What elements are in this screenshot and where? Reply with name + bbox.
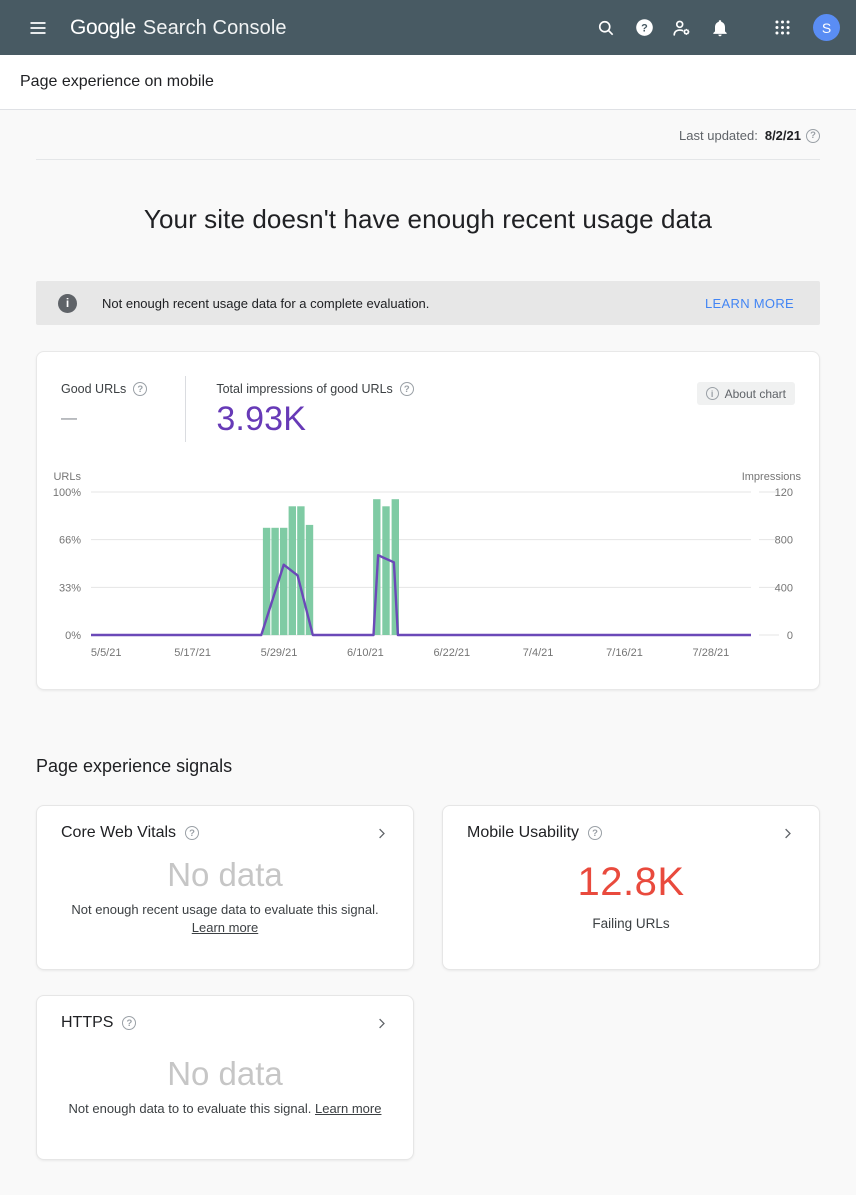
hamburger-icon <box>28 18 48 38</box>
notice-banner: i Not enough recent usage data for a com… <box>36 281 820 325</box>
experience-chart: 100% 120 66% 800 33% 400 0% 0 URLs Impressions 5/5… <box>53 471 802 659</box>
card-description: Failing URLs <box>592 916 670 931</box>
logo-google: Google <box>70 15 136 39</box>
last-updated-value: 8/2/21 <box>764 128 801 143</box>
chevron-right-icon <box>374 826 389 841</box>
bell-icon <box>710 18 730 38</box>
avatar-letter: S <box>821 19 832 36</box>
svg-text:5/29/21: 5/29/21 <box>261 647 298 659</box>
svg-text:URLs: URLs <box>53 471 81 483</box>
manage-users-button[interactable] <box>663 8 701 48</box>
good-urls-stat: Good URLs ? — <box>61 374 148 428</box>
impressions-stat: Total impressions of good URLs ? 3.93K <box>216 374 414 439</box>
page-title: Your site doesn't have enough recent usa… <box>143 204 713 234</box>
card-value: No data <box>167 856 283 893</box>
card-title: Core Web Vitals <box>61 824 177 841</box>
notifications-button[interactable] <box>701 8 739 48</box>
svg-text:?: ? <box>641 22 648 34</box>
account-avatar[interactable]: S <box>813 14 840 41</box>
app-bar: Google Search Console ? <box>0 0 856 55</box>
card-title: HTTPS <box>61 1014 114 1031</box>
good-urls-value: — <box>61 410 77 427</box>
svg-text:120: 120 <box>775 487 793 499</box>
svg-text:66%: 66% <box>59 535 81 547</box>
good-urls-help-icon[interactable]: ? <box>133 382 148 396</box>
apps-button[interactable] <box>763 8 801 48</box>
svg-text:400: 400 <box>775 582 793 594</box>
breadcrumb: Page experience on mobile <box>20 73 214 90</box>
learn-more-link[interactable]: Learn more <box>191 920 259 935</box>
chart-header: Good URLs ? — Total impressions of good … <box>37 374 819 442</box>
svg-text:7/16/21: 7/16/21 <box>606 647 643 659</box>
chart-area: 100% 120 66% 800 33% 400 0% 0 URLs Impressions 5/5… <box>37 460 819 675</box>
info-icon: i <box>58 293 77 313</box>
impressions-label: Total impressions of good URLs <box>216 382 393 396</box>
svg-text:6/10/21: 6/10/21 <box>347 647 384 659</box>
learn-more-button[interactable]: LEARN MORE <box>705 295 794 311</box>
card-description: Not enough data to to evaluate this sign… <box>68 1101 382 1116</box>
svg-text:6/22/21: 6/22/21 <box>433 647 470 659</box>
learn-more-link[interactable]: Learn more <box>314 1101 382 1116</box>
https-card[interactable]: HTTPS ? No data Not enough data to to ev… <box>36 995 414 1160</box>
card-help-icon[interactable]: ? <box>122 1016 137 1030</box>
breadcrumb-bar: Page experience on mobile <box>0 55 856 110</box>
about-chart-button[interactable]: i About chart <box>696 382 795 405</box>
mobile-usability-card[interactable]: Mobile Usability ? 12.8K Failing URLs <box>442 805 820 970</box>
card-value: No data <box>167 1055 283 1092</box>
last-updated-row: Last updated: 8/2/21 ? <box>36 110 820 160</box>
svg-text:Impressions: Impressions <box>742 471 802 483</box>
help-button[interactable]: ? <box>625 8 663 48</box>
menu-button[interactable] <box>20 8 56 48</box>
svg-text:7/4/21: 7/4/21 <box>523 647 554 659</box>
chart-card: Good URLs ? — Total impressions of good … <box>36 351 820 690</box>
user-settings-icon <box>671 17 693 39</box>
card-help-icon[interactable]: ? <box>185 826 200 840</box>
svg-text:5/5/21: 5/5/21 <box>91 647 122 659</box>
banner-message: Not enough recent usage data for a compl… <box>102 295 430 311</box>
card-value: 12.8K <box>577 860 685 904</box>
logo-product: Search Console <box>142 16 287 39</box>
card-title: Mobile Usability <box>467 824 580 841</box>
app-logo[interactable]: Google Search Console <box>70 16 287 40</box>
svg-text:0: 0 <box>787 630 793 642</box>
card-description: Not enough recent usage data to evaluate… <box>71 902 379 935</box>
last-updated-label: Last updated: <box>679 128 758 143</box>
apps-grid-icon <box>773 18 792 37</box>
impressions-value: 3.93K <box>216 400 307 438</box>
stat-divider <box>185 376 187 442</box>
main-content: Last updated: 8/2/21 ? Your site doesn't… <box>0 110 856 1160</box>
chevron-right-icon <box>780 826 795 841</box>
svg-text:0%: 0% <box>65 630 81 642</box>
chevron-right-icon <box>374 1016 389 1031</box>
svg-text:5/17/21: 5/17/21 <box>174 647 211 659</box>
search-button[interactable] <box>587 8 625 48</box>
good-urls-label: Good URLs <box>61 382 127 396</box>
search-icon <box>596 18 616 38</box>
impressions-help-icon[interactable]: ? <box>399 382 414 396</box>
signals-grid: Core Web Vitals ? No data Not enough rec… <box>36 805 820 1160</box>
about-chart-label: About chart <box>724 386 786 401</box>
last-updated-help-icon[interactable]: ? <box>806 128 820 143</box>
core-web-vitals-card[interactable]: Core Web Vitals ? No data Not enough rec… <box>36 805 414 970</box>
about-chart-info-icon: i <box>705 387 719 400</box>
svg-text:100%: 100% <box>53 487 81 499</box>
svg-text:800: 800 <box>775 535 793 547</box>
svg-text:33%: 33% <box>59 582 81 594</box>
card-help-icon[interactable]: ? <box>588 826 603 840</box>
help-icon: ? <box>634 17 655 38</box>
svg-text:7/28/21: 7/28/21 <box>693 647 730 659</box>
signals-heading: Page experience signals <box>36 756 233 776</box>
